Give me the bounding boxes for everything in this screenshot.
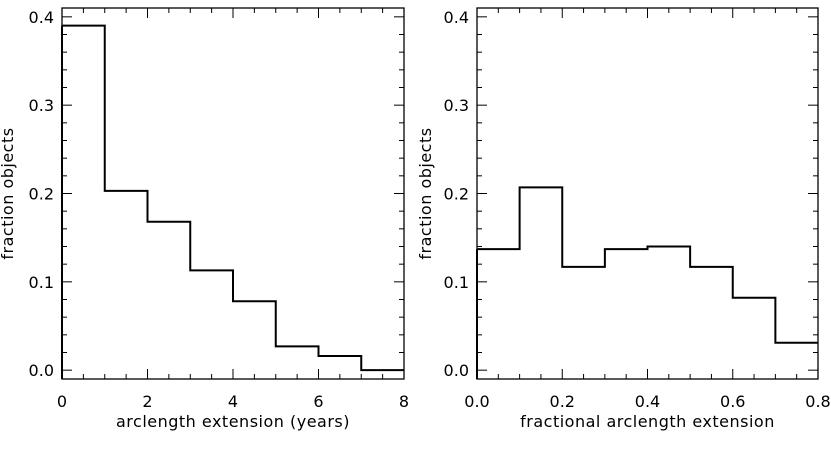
y-tick-label: 0.1 bbox=[29, 273, 54, 292]
histogram-outline bbox=[477, 186, 818, 344]
x-tick-label: 6 bbox=[313, 392, 323, 411]
y-tick-label: 0.0 bbox=[29, 361, 54, 380]
histogram-outline bbox=[62, 24, 404, 372]
histogram-bin bbox=[62, 26, 105, 371]
left-histogram-panel: 0.0 0.1 0.2 0.3 0.4 0 2 4 6 8 arclength extension … bbox=[0, 7, 409, 431]
y-axis-label: fraction objects bbox=[416, 127, 435, 259]
y-tick-label: 0.4 bbox=[29, 8, 54, 27]
right-histogram-panel: 0.0 0.1 0.2 0.3 0.4 0.0 0.2 0.4 0.6 0.8 fractional… bbox=[416, 7, 831, 431]
y-tick-label: 0.3 bbox=[29, 96, 54, 115]
histogram-bin bbox=[775, 343, 818, 370]
x-axis-label: arclength extension (years) bbox=[116, 412, 350, 431]
y-axis-label: fraction objects bbox=[0, 127, 17, 259]
histogram-bin bbox=[190, 270, 233, 370]
x-tick-label: 4 bbox=[228, 392, 238, 411]
y-tick-label: 0.0 bbox=[444, 361, 469, 380]
histogram-bin bbox=[520, 187, 563, 370]
x-tick-label: 2 bbox=[142, 392, 152, 411]
y-tick-label: 0.2 bbox=[444, 185, 469, 204]
x-tick-label: 0.6 bbox=[720, 392, 745, 411]
histogram-bin bbox=[148, 222, 191, 370]
x-tick-label: 0 bbox=[57, 392, 67, 411]
histogram-bin bbox=[105, 191, 148, 370]
x-tick-label: 0.8 bbox=[805, 392, 830, 411]
histogram-bin bbox=[733, 298, 776, 370]
histogram-bin bbox=[562, 267, 605, 370]
histogram-bin bbox=[276, 346, 319, 370]
histogram-bin bbox=[319, 356, 362, 370]
histogram-bin bbox=[605, 249, 648, 370]
histogram-bin bbox=[648, 247, 691, 371]
y-tick-label: 0.3 bbox=[444, 96, 469, 115]
y-tick-label: 0.1 bbox=[444, 273, 469, 292]
x-tick-label: 8 bbox=[399, 392, 409, 411]
x-tick-label: 0.0 bbox=[464, 392, 489, 411]
histogram-bin bbox=[477, 249, 520, 370]
x-tick-label: 0.4 bbox=[635, 392, 660, 411]
y-tick-label: 0.4 bbox=[444, 8, 469, 27]
histogram-bin bbox=[233, 301, 276, 370]
x-axis-label: fractional arclength extension bbox=[520, 412, 775, 431]
x-tick-label: 0.2 bbox=[550, 392, 575, 411]
histogram-bin bbox=[690, 267, 733, 370]
y-tick-label: 0.2 bbox=[29, 185, 54, 204]
